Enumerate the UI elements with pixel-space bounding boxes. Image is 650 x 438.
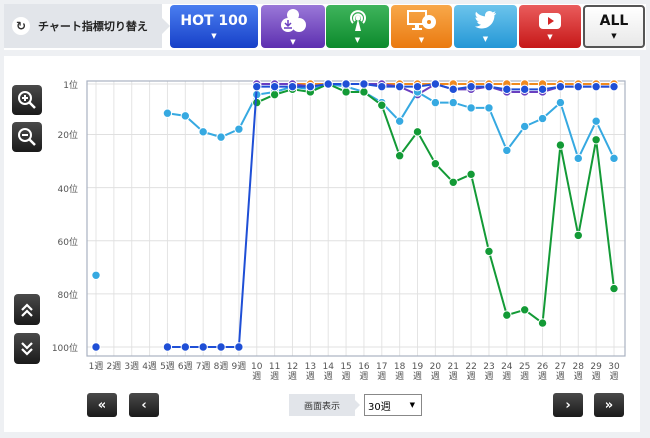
- tab-pc[interactable]: ▼: [391, 5, 452, 48]
- pc-cd-icon: [406, 10, 436, 30]
- scroll-down-button[interactable]: [14, 333, 40, 364]
- last-page-button[interactable]: »: [594, 393, 624, 417]
- x-tick-label: 17 週: [376, 362, 388, 382]
- x-tick-label: 20 週: [429, 362, 442, 382]
- dropdown-arrow-icon: ▼: [354, 36, 361, 44]
- tab-all-label: ALL: [599, 13, 629, 29]
- x-tick-label: 13 週: [304, 362, 317, 382]
- x-tick-label: 5週: [160, 362, 175, 372]
- x-tick-label: 16 週: [358, 362, 370, 382]
- display-range-label-text: 画面表示: [303, 401, 340, 412]
- tab-sales[interactable]: ▼: [261, 5, 325, 48]
- x-tick-label: 15 週: [340, 362, 352, 382]
- x-tick-label: 21 週: [447, 362, 459, 382]
- y-tick-label: 80位: [57, 290, 78, 301]
- next-page-button[interactable]: ›: [553, 393, 583, 417]
- refresh-icon: ↻: [12, 17, 30, 35]
- x-tick-label: 28 週: [572, 362, 584, 382]
- x-tick-label: 6週: [177, 362, 193, 372]
- x-tick-label: 1週: [88, 362, 104, 372]
- chart-panel: [4, 56, 640, 432]
- dropdown-arrow-icon: ▼: [611, 32, 617, 40]
- chevron-left-icon: ‹: [141, 397, 147, 413]
- scroll-up-button[interactable]: [14, 294, 40, 325]
- x-tick-label: 4週: [142, 362, 157, 372]
- x-tick-label: 14 週: [322, 362, 334, 382]
- double-chevron-up-icon: [21, 302, 33, 317]
- x-tick-label: 2週: [106, 362, 122, 372]
- dropdown-arrow-icon: ▼: [211, 32, 217, 40]
- x-tick-label: 22 週: [465, 362, 477, 382]
- chart-switch-label: ↻ チャート指標切り替え: [4, 4, 170, 48]
- x-tick-label: 25 週: [518, 362, 531, 382]
- tab-hot100[interactable]: HOT 100 ▼: [170, 5, 258, 48]
- dropdown-arrow-icon: ▼: [418, 36, 425, 44]
- tab-hot100-label: HOT 100: [180, 13, 248, 29]
- x-tick-label: 9週: [231, 362, 247, 372]
- select-caret-icon: ▼: [409, 401, 415, 409]
- x-tick-label: 18 週: [393, 362, 406, 382]
- chevron-right-icon: ›: [565, 397, 571, 413]
- tab-all[interactable]: ALL ▼: [583, 5, 645, 48]
- twitter-bird-icon: [474, 11, 496, 29]
- x-tick-label: 26 週: [536, 362, 549, 382]
- zoom-out-icon: [18, 128, 36, 146]
- y-tick-label: 60位: [57, 237, 78, 248]
- x-tick-label: 27 週: [554, 362, 567, 382]
- y-tick-label: 100位: [51, 344, 78, 354]
- display-range-label: 画面表示: [289, 394, 360, 416]
- x-tick-label: 10 週: [251, 362, 263, 382]
- x-tick-label: 8週: [213, 362, 229, 372]
- display-range-value: 30週: [368, 401, 391, 413]
- x-tick-label: 3週: [124, 362, 140, 372]
- youtube-play-icon: [539, 13, 561, 29]
- first-page-button[interactable]: «: [87, 393, 117, 417]
- zoom-in-icon: [18, 91, 36, 109]
- switch-label-text: チャート指標切り替え: [38, 20, 148, 33]
- dropdown-arrow-icon: ▼: [290, 38, 296, 46]
- x-tick-label: 23 週: [483, 362, 495, 382]
- tab-radio[interactable]: ▼: [326, 5, 389, 48]
- x-tick-label: 30 週: [608, 362, 620, 382]
- double-chevron-left-icon: «: [97, 397, 107, 413]
- prev-page-button[interactable]: ‹: [129, 393, 159, 417]
- y-tick-label: 40位: [57, 184, 78, 195]
- tab-twitter[interactable]: ▼: [454, 5, 517, 48]
- y-tick-label: 20位: [57, 131, 78, 142]
- zoom-in-button[interactable]: [12, 85, 42, 115]
- cd-download-icon: [281, 9, 306, 32]
- x-tick-label: 29 週: [590, 362, 602, 382]
- x-tick-label: 7週: [195, 362, 211, 372]
- x-tick-label: 19 週: [411, 362, 424, 382]
- display-range-select[interactable]: 30週 ▼: [364, 394, 422, 416]
- x-tick-label: 12 週: [286, 362, 299, 382]
- double-chevron-down-icon: [21, 341, 33, 356]
- dropdown-arrow-icon: ▼: [482, 35, 489, 43]
- x-tick-label: 24 週: [501, 362, 513, 382]
- tab-youtube[interactable]: ▼: [519, 5, 581, 48]
- double-chevron-right-icon: »: [604, 397, 614, 413]
- radio-antenna-icon: [349, 10, 366, 31]
- y-tick-label: 1位: [63, 81, 78, 91]
- zoom-out-button[interactable]: [12, 122, 42, 152]
- x-tick-label: 11 週: [268, 362, 281, 382]
- dropdown-arrow-icon: ▼: [547, 33, 553, 41]
